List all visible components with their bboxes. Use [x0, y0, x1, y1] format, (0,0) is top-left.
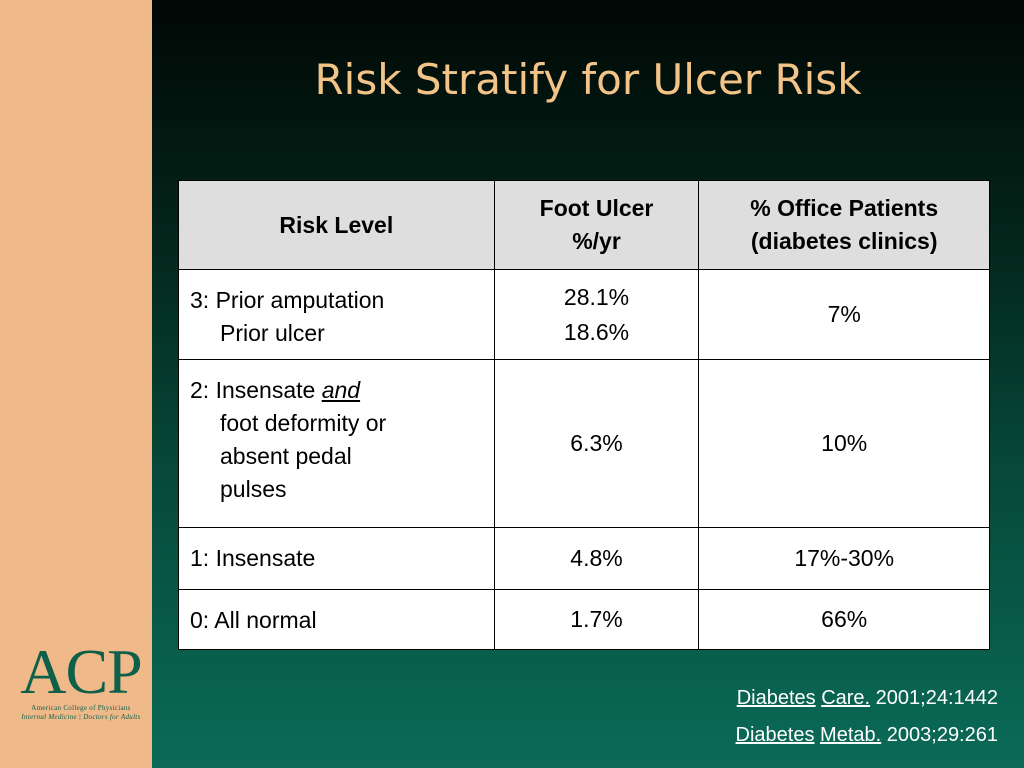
- office-patients-cell: 10%: [698, 359, 990, 528]
- risk-level-text: 2: Insensate: [190, 377, 316, 403]
- header-office-line1: % Office Patients: [750, 195, 939, 221]
- acp-logo: ACP American College of Physicians Inter…: [14, 636, 148, 722]
- acp-logo-line2: Internal Medicine | Doctors for Adults: [21, 713, 141, 721]
- office-patients-cell: 66%: [698, 589, 990, 650]
- table-header-row: Risk Level Foot Ulcer %/yr % Office Pati…: [178, 180, 990, 270]
- risk-level-text: pulses: [220, 476, 287, 502]
- reference-citation: 2003;29:261: [886, 724, 998, 746]
- acp-logo-mark: ACP: [20, 636, 143, 707]
- foot-ulcer-value: 4.8%: [570, 545, 623, 571]
- header-office-patients: % Office Patients (diabetes clinics): [698, 180, 990, 270]
- office-patients-value: 10%: [821, 430, 868, 456]
- reference-journal-link[interactable]: Care.: [821, 687, 871, 709]
- table-row: 2: Insensate and foot deformity or absen…: [178, 359, 990, 528]
- foot-ulcer-value: 18.6%: [563, 318, 630, 345]
- foot-ulcer-value: 28.1%: [563, 283, 630, 310]
- foot-ulcer-cell: 1.7%: [493, 589, 700, 650]
- risk-level-cell: 2: Insensate and foot deformity or absen…: [178, 359, 495, 528]
- foot-ulcer-value: 1.7%: [570, 606, 623, 632]
- risk-level-cell: 3: Prior amputation Prior ulcer: [178, 269, 495, 360]
- office-patients-value: 17%-30%: [794, 545, 895, 571]
- risk-level-cell: 0: All normal: [178, 589, 495, 650]
- header-office-line2: (diabetes clinics): [750, 228, 938, 254]
- slide-title: Risk Stratify for Ulcer Risk: [314, 55, 862, 104]
- reference-line: Diabetes Metab. 2003;29:261: [736, 717, 998, 754]
- risk-level-text: 3: Prior amputation: [190, 287, 385, 313]
- reference-journal-link[interactable]: Diabetes: [736, 687, 816, 709]
- foot-ulcer-cell: 6.3%: [493, 359, 700, 528]
- risk-level-emphasis: and: [321, 377, 361, 403]
- header-foot-ulcer-line1: Foot Ulcer: [539, 195, 654, 221]
- foot-ulcer-value: 6.3%: [570, 430, 623, 456]
- risk-level-text: 0: All normal: [190, 607, 317, 633]
- reference-journal-link[interactable]: Metab.: [820, 724, 882, 746]
- risk-table: Risk Level Foot Ulcer %/yr % Office Pati…: [178, 180, 990, 650]
- risk-level-text: foot deformity or: [220, 410, 387, 436]
- office-patients-cell: 17%-30%: [698, 527, 990, 590]
- office-patients-value: 66%: [821, 606, 868, 632]
- office-patients-cell: 7%: [698, 269, 990, 360]
- risk-level-cell: 1: Insensate: [178, 527, 495, 590]
- left-sidebar-panel: [0, 0, 152, 768]
- header-risk-level-label: Risk Level: [279, 211, 394, 238]
- table-row: 3: Prior amputation Prior ulcer 28.1% 18…: [178, 269, 990, 360]
- risk-level-text: Prior ulcer: [220, 320, 325, 346]
- risk-level-text: absent pedal: [220, 443, 352, 469]
- references: Diabetes Care. 2001;24:1442 Diabetes Met…: [736, 680, 998, 754]
- risk-level-text: 1: Insensate: [190, 545, 316, 571]
- acp-logo-line1: American College of Physicians: [31, 704, 131, 712]
- reference-journal-link[interactable]: Diabetes: [735, 724, 815, 746]
- reference-line: Diabetes Care. 2001;24:1442: [736, 680, 998, 717]
- header-foot-ulcer-line2: %/yr: [572, 228, 621, 254]
- reference-citation: 2001;24:1442: [875, 687, 998, 709]
- foot-ulcer-cell: 28.1% 18.6%: [493, 269, 700, 360]
- office-patients-value: 7%: [827, 301, 861, 327]
- table-row: 1: Insensate 4.8% 17%-30%: [178, 527, 990, 590]
- header-risk-level: Risk Level: [178, 180, 495, 270]
- header-foot-ulcer: Foot Ulcer %/yr: [493, 180, 700, 270]
- table-row: 0: All normal 1.7% 66%: [178, 589, 990, 650]
- foot-ulcer-cell: 4.8%: [493, 527, 700, 590]
